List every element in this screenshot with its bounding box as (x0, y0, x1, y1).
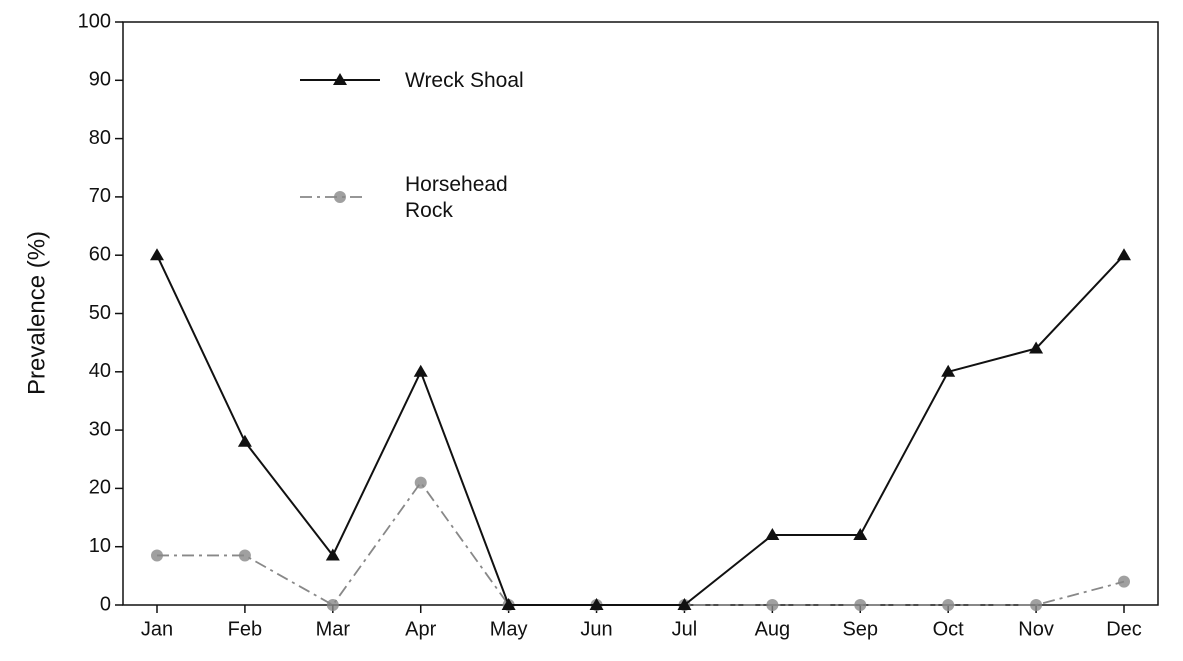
point (942, 599, 955, 611)
y-tick-label: 60 (89, 243, 111, 265)
y-tick-label: 70 (89, 185, 111, 207)
point (765, 528, 780, 541)
y-tick-label: 50 (89, 302, 111, 324)
y-axis-label: Prevalence (%) (23, 231, 50, 395)
x-tick-label: Mar (316, 618, 351, 640)
point (238, 549, 251, 562)
point (150, 248, 164, 261)
y-tick-label: 100 (78, 10, 111, 32)
y-tick-label: 0 (100, 593, 111, 615)
legend-marker (334, 191, 346, 203)
x-tick-label: May (490, 618, 528, 640)
x-tick-label: Sep (842, 618, 878, 640)
series-line (156, 254, 1125, 606)
point (1117, 248, 1131, 261)
point (413, 364, 428, 377)
y-tick-label: 30 (89, 418, 111, 440)
point (326, 599, 339, 611)
x-tick-label: Jun (580, 618, 612, 640)
point (325, 548, 340, 561)
point (766, 599, 779, 611)
legend-label: Horsehead Rock (405, 173, 508, 222)
x-tick-label: Jan (141, 618, 173, 640)
x-tick-label: Apr (405, 618, 436, 640)
plot-frame (122, 21, 1159, 606)
point (941, 364, 956, 377)
x-tick-label: Oct (933, 618, 965, 640)
point (1118, 575, 1130, 588)
y-tick-label: 40 (89, 360, 111, 382)
legend-marker (333, 73, 347, 85)
y-tick-label: 90 (89, 69, 111, 91)
x-tick-label: Jul (672, 618, 698, 640)
x-tick-label: Nov (1018, 618, 1054, 640)
y-tick-label: 80 (89, 127, 111, 149)
x-tick-label: Feb (228, 618, 262, 640)
point (237, 434, 252, 447)
point (854, 599, 867, 611)
x-tick-label: Aug (755, 618, 791, 640)
x-tick-label: Dec (1106, 618, 1142, 640)
y-tick-label: 10 (89, 535, 111, 557)
point (414, 476, 427, 489)
point (501, 598, 516, 610)
point (1030, 599, 1043, 611)
point (853, 528, 868, 541)
legend-label: Wreck Shoal (405, 69, 524, 92)
series-line (157, 481, 1125, 607)
point (677, 598, 692, 610)
point (151, 549, 163, 562)
point (1029, 341, 1044, 354)
point (589, 598, 604, 610)
y-tick-label: 20 (89, 477, 111, 499)
